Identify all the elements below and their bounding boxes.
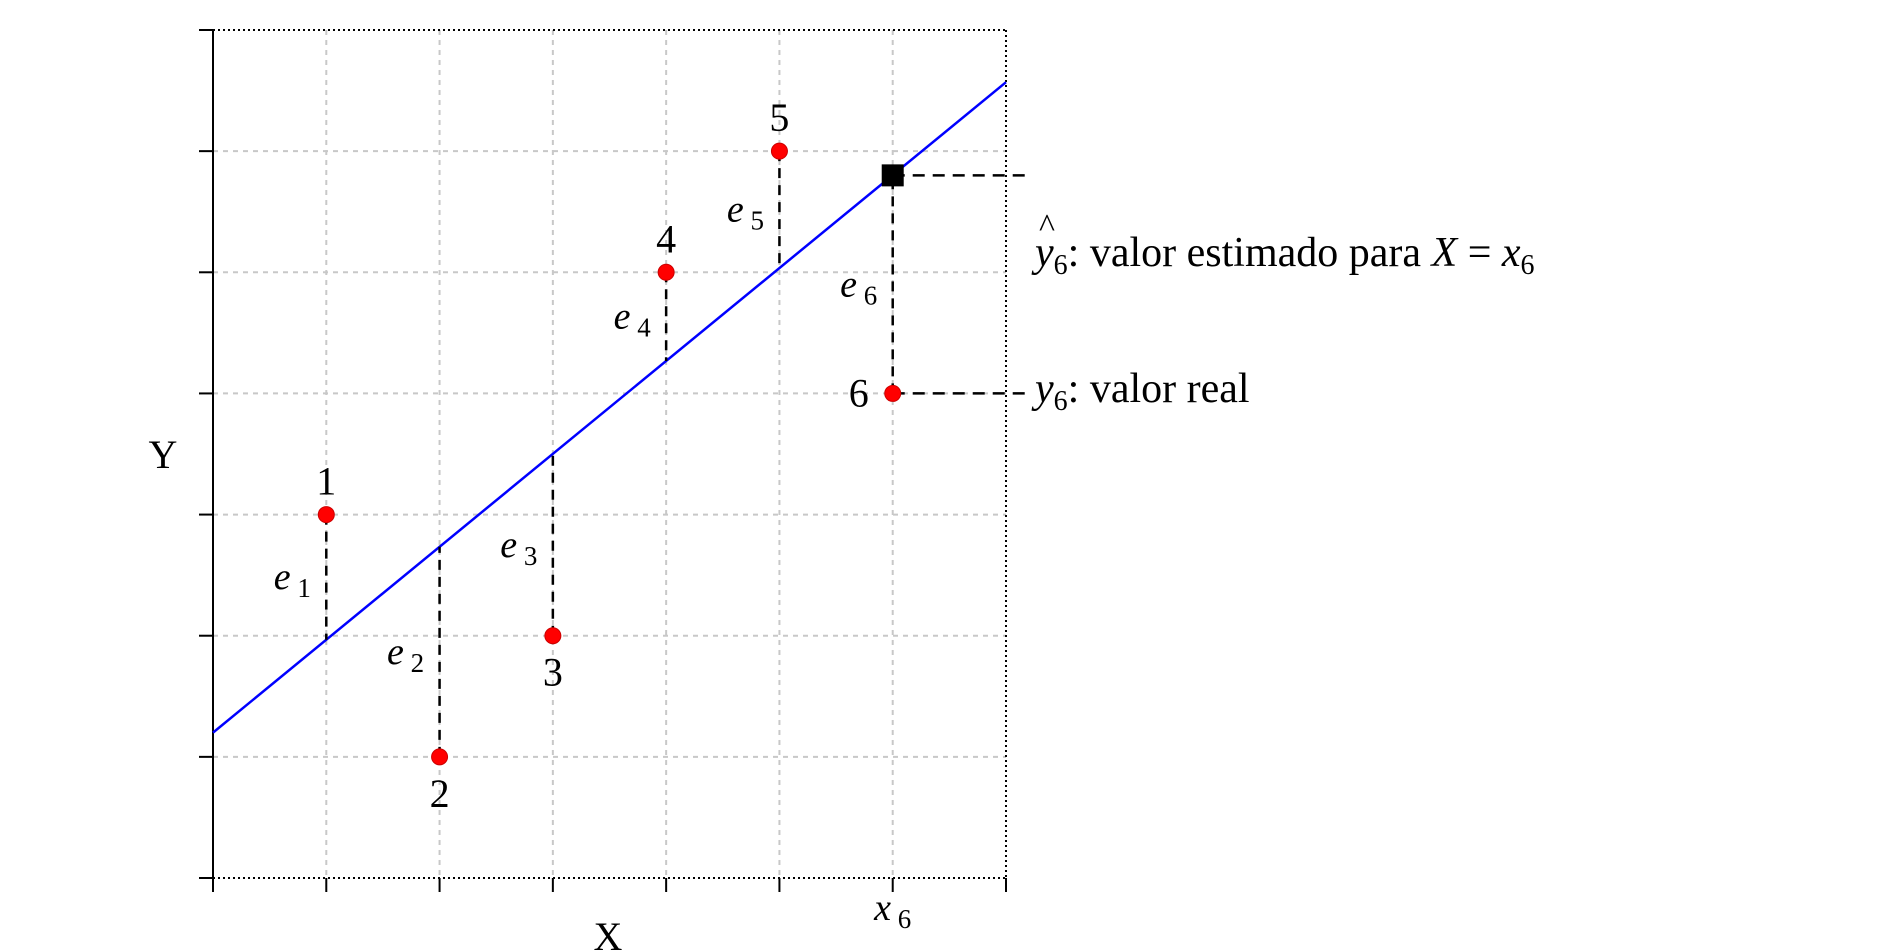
y-6-subscript: 6 — [1053, 386, 1068, 417]
data-point-1 — [317, 506, 335, 524]
data-point-6 — [884, 384, 902, 402]
residual-label-5: e 5 — [727, 189, 764, 236]
residual-label-6: e 6 — [840, 263, 877, 310]
residual-label-4: e 4 — [614, 296, 652, 343]
estimated-eq-sign: = — [1467, 230, 1492, 276]
estimated-eq-rhs-subscript: 6 — [1520, 250, 1535, 281]
real-value-annotation: y6: valor real — [1035, 366, 1250, 416]
estimated-point-marker — [881, 164, 904, 187]
estimated-colon: : — [1067, 230, 1080, 276]
point-label-3: 3 — [543, 650, 563, 695]
regression-line — [212, 81, 1007, 734]
real-text: valor real — [1089, 366, 1250, 412]
estimated-eq-rhs: x — [1501, 230, 1521, 276]
residual-label-1: e 1 — [274, 556, 311, 603]
point-label-4: 4 — [656, 216, 676, 261]
y-hat-6-symbol: y — [1035, 210, 1055, 274]
data-point-2 — [431, 748, 449, 766]
y-axis-label: Y — [149, 432, 178, 477]
point-label-6: 6 — [849, 370, 869, 415]
estimated-eq-lhs: X — [1431, 230, 1458, 276]
point-label-1: 1 — [316, 459, 336, 504]
x-axis-label: X — [594, 914, 623, 950]
data-point-4 — [657, 263, 675, 281]
residual-label-3: e 3 — [500, 524, 537, 571]
estimated-value-annotation: y6: valor estimado para X = x6 — [1035, 210, 1535, 280]
residual-label-2: e 2 — [387, 631, 424, 678]
y-6-symbol: y — [1035, 366, 1054, 412]
y-hat-6-subscript: 6 — [1053, 250, 1068, 281]
point-label-5: 5 — [769, 95, 789, 140]
data-point-5 — [770, 142, 788, 160]
data-point-3 — [544, 627, 562, 645]
x-tick-label: x 6 — [873, 887, 911, 934]
real-colon: : — [1067, 366, 1080, 412]
point-label-2: 2 — [430, 771, 450, 816]
estimated-text: valor estimado para — [1089, 230, 1422, 276]
